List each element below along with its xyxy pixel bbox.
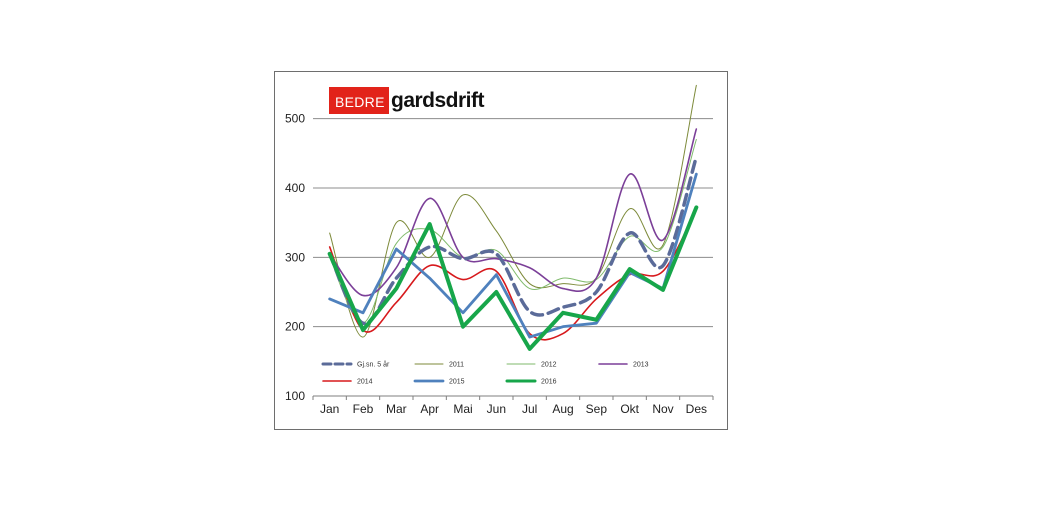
bedre-gardsdrift-logo: BEDRE gardsdrift [329,87,485,114]
x-tick-label-mar: Mar [386,402,407,416]
series-line-2011 [329,84,697,338]
logo-red-block [329,87,389,114]
series-line-2015 [328,172,698,339]
series-line-2016 [327,205,699,351]
chart-frame: 100 200 300 400 500 Jan Feb Mar Apr Mai Jun Jul Aug… [274,71,728,430]
legend-label-2015: 2015 [449,379,465,386]
legend-label-2014: 2014 [357,379,373,386]
legend-label-gj-sn-5-r: Gj.sn. 5 år [357,361,390,369]
legend-label-2013: 2013 [633,362,649,369]
legend-label-2012: 2012 [541,362,557,369]
x-tick-label-mai: Mai [453,402,472,416]
x-tick-label-des: Des [686,402,707,416]
x-tick-label-sep: Sep [586,402,608,416]
x-tick-label-jun: Jun [487,402,506,416]
x-tick-label-jul: Jul [522,402,537,416]
series-line-2012 [329,138,697,324]
legend-label-2016: 2016 [541,379,557,386]
x-tick-label-jan: Jan [320,402,339,416]
y-tick-label-200: 200 [285,320,305,334]
y-tick-label-300: 300 [285,250,305,264]
y-tick-label-400: 400 [285,181,305,195]
y-tick-label-500: 500 [285,112,305,126]
series-line-2013 [328,128,698,297]
line-chart: 100 200 300 400 500 Jan Feb Mar Apr Mai Jun Jul Aug… [285,84,714,416]
x-tick-label-apr: Apr [420,402,439,416]
series-line-gj-sn-5-r [327,155,699,325]
y-tick-label-100: 100 [285,389,305,403]
x-tick-label-feb: Feb [353,402,374,416]
logo-word-gardsdrift: gardsdrift [391,89,485,112]
x-tick-label-okt: Okt [620,402,639,416]
logo-word-bedre: BEDRE [335,94,385,110]
legend-label-2011: 2011 [449,362,464,369]
x-tick-label-nov: Nov [652,402,673,416]
x-tick-label-aug: Aug [552,402,573,416]
